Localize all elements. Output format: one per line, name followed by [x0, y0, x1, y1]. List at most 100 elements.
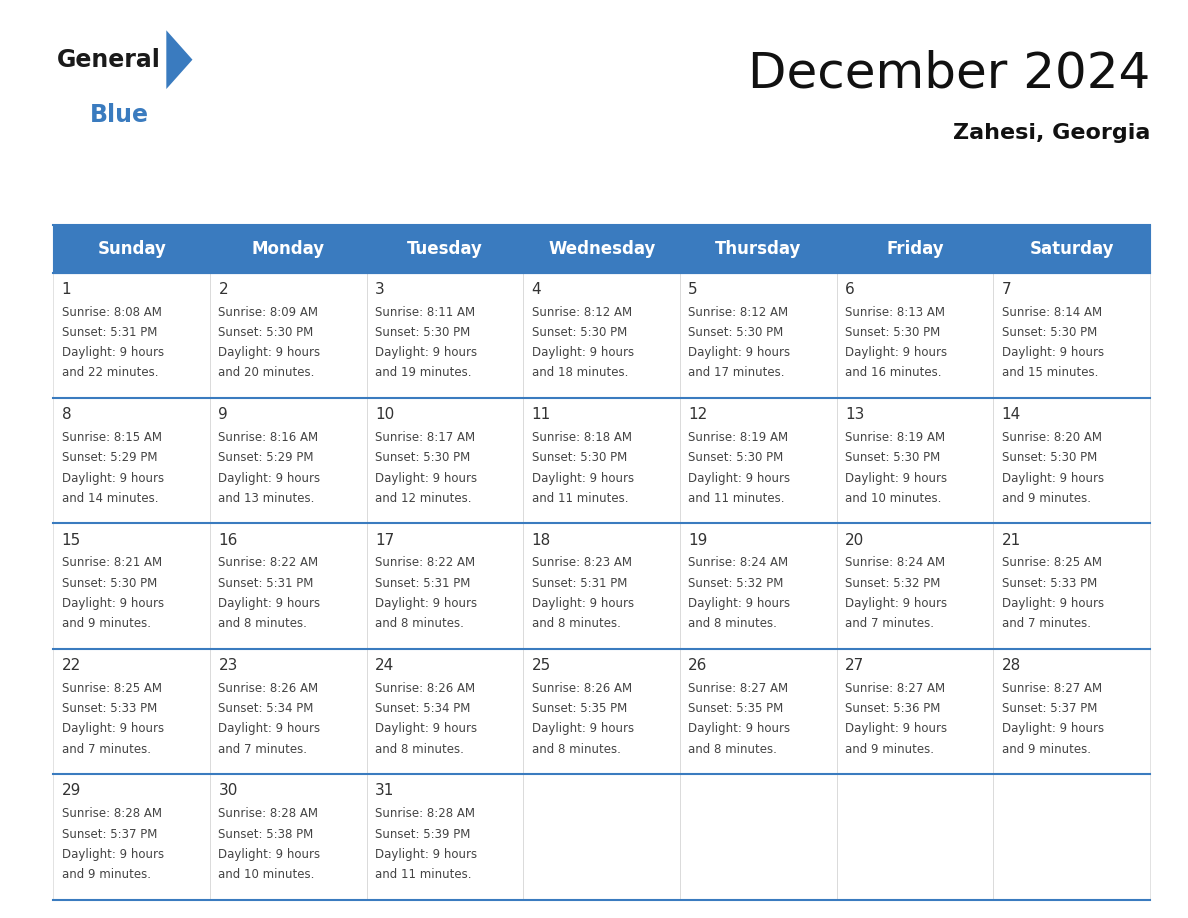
Text: and 8 minutes.: and 8 minutes. [532, 617, 620, 630]
Bar [680, 774, 836, 900]
Bar [993, 225, 1150, 273]
Text: Sunrise: 8:27 AM: Sunrise: 8:27 AM [688, 682, 789, 695]
Text: 23: 23 [219, 658, 238, 673]
Bar [367, 398, 524, 523]
Text: Sunset: 5:34 PM: Sunset: 5:34 PM [375, 702, 470, 715]
Text: Daylight: 9 hours: Daylight: 9 hours [219, 597, 321, 610]
Text: 16: 16 [219, 532, 238, 548]
Text: Sunrise: 8:27 AM: Sunrise: 8:27 AM [1001, 682, 1101, 695]
Text: Daylight: 9 hours: Daylight: 9 hours [1001, 346, 1104, 359]
Bar [680, 649, 836, 774]
Text: Daylight: 9 hours: Daylight: 9 hours [1001, 597, 1104, 610]
Text: 14: 14 [1001, 408, 1020, 422]
Text: and 10 minutes.: and 10 minutes. [219, 868, 315, 881]
Text: Sunset: 5:34 PM: Sunset: 5:34 PM [219, 702, 314, 715]
Bar [836, 523, 993, 649]
Bar [367, 649, 524, 774]
Text: 7: 7 [1001, 282, 1011, 297]
Text: and 9 minutes.: and 9 minutes. [845, 743, 934, 756]
Text: and 9 minutes.: and 9 minutes. [62, 868, 151, 881]
Text: Daylight: 9 hours: Daylight: 9 hours [688, 472, 790, 485]
Text: Daylight: 9 hours: Daylight: 9 hours [532, 597, 634, 610]
Bar [210, 774, 367, 900]
Text: and 8 minutes.: and 8 minutes. [688, 743, 777, 756]
Bar [993, 774, 1150, 900]
Text: Daylight: 9 hours: Daylight: 9 hours [688, 346, 790, 359]
Text: Sunset: 5:30 PM: Sunset: 5:30 PM [532, 452, 627, 465]
Text: and 15 minutes.: and 15 minutes. [1001, 366, 1098, 379]
Text: and 11 minutes.: and 11 minutes. [532, 492, 628, 505]
Bar [524, 398, 680, 523]
Text: Daylight: 9 hours: Daylight: 9 hours [219, 472, 321, 485]
Text: and 11 minutes.: and 11 minutes. [688, 492, 785, 505]
Text: Sunrise: 8:26 AM: Sunrise: 8:26 AM [532, 682, 632, 695]
Text: Sunrise: 8:17 AM: Sunrise: 8:17 AM [375, 431, 475, 444]
Bar [836, 273, 993, 398]
Text: and 7 minutes.: and 7 minutes. [219, 743, 308, 756]
Bar [680, 225, 836, 273]
Bar [680, 398, 836, 523]
Bar [993, 523, 1150, 649]
Text: Sunset: 5:31 PM: Sunset: 5:31 PM [532, 577, 627, 589]
Bar [524, 225, 680, 273]
Text: Sunset: 5:30 PM: Sunset: 5:30 PM [375, 452, 470, 465]
Text: and 8 minutes.: and 8 minutes. [375, 743, 465, 756]
Text: Wednesday: Wednesday [548, 240, 656, 258]
Text: Sunrise: 8:09 AM: Sunrise: 8:09 AM [219, 306, 318, 319]
Text: Sunday: Sunday [97, 240, 166, 258]
Bar [524, 273, 680, 398]
Text: Sunrise: 8:08 AM: Sunrise: 8:08 AM [62, 306, 162, 319]
Bar [210, 273, 367, 398]
Text: Daylight: 9 hours: Daylight: 9 hours [532, 346, 634, 359]
Bar [210, 398, 367, 523]
Text: Daylight: 9 hours: Daylight: 9 hours [375, 847, 478, 861]
Text: and 8 minutes.: and 8 minutes. [375, 617, 465, 630]
Text: Sunset: 5:30 PM: Sunset: 5:30 PM [688, 326, 784, 339]
Text: and 22 minutes.: and 22 minutes. [62, 366, 158, 379]
Text: and 8 minutes.: and 8 minutes. [532, 743, 620, 756]
Text: Sunrise: 8:13 AM: Sunrise: 8:13 AM [845, 306, 944, 319]
Text: Daylight: 9 hours: Daylight: 9 hours [62, 346, 164, 359]
Text: and 17 minutes.: and 17 minutes. [688, 366, 785, 379]
Text: Sunrise: 8:12 AM: Sunrise: 8:12 AM [688, 306, 789, 319]
Text: Saturday: Saturday [1030, 240, 1114, 258]
Text: 10: 10 [375, 408, 394, 422]
Text: Sunset: 5:32 PM: Sunset: 5:32 PM [845, 577, 941, 589]
Text: and 11 minutes.: and 11 minutes. [375, 868, 472, 881]
Text: Sunrise: 8:12 AM: Sunrise: 8:12 AM [532, 306, 632, 319]
Bar [836, 649, 993, 774]
Text: and 10 minutes.: and 10 minutes. [845, 492, 941, 505]
Text: and 14 minutes.: and 14 minutes. [62, 492, 158, 505]
Text: and 12 minutes.: and 12 minutes. [375, 492, 472, 505]
Text: 6: 6 [845, 282, 854, 297]
Text: Daylight: 9 hours: Daylight: 9 hours [845, 597, 947, 610]
Text: Sunset: 5:35 PM: Sunset: 5:35 PM [688, 702, 784, 715]
Text: Sunrise: 8:15 AM: Sunrise: 8:15 AM [62, 431, 162, 444]
Bar [367, 523, 524, 649]
Text: Sunset: 5:36 PM: Sunset: 5:36 PM [845, 702, 941, 715]
Text: Monday: Monday [252, 240, 326, 258]
Text: 15: 15 [62, 532, 81, 548]
Text: Sunrise: 8:21 AM: Sunrise: 8:21 AM [62, 556, 162, 569]
Text: Sunset: 5:30 PM: Sunset: 5:30 PM [1001, 452, 1097, 465]
Text: Sunset: 5:30 PM: Sunset: 5:30 PM [532, 326, 627, 339]
Bar [367, 225, 524, 273]
Text: Sunrise: 8:16 AM: Sunrise: 8:16 AM [219, 431, 318, 444]
Text: Daylight: 9 hours: Daylight: 9 hours [532, 722, 634, 735]
Text: Thursday: Thursday [715, 240, 802, 258]
Bar [53, 649, 210, 774]
Text: Sunset: 5:39 PM: Sunset: 5:39 PM [375, 827, 470, 841]
Text: 3: 3 [375, 282, 385, 297]
Bar [210, 649, 367, 774]
Text: Sunset: 5:30 PM: Sunset: 5:30 PM [845, 452, 940, 465]
Text: Daylight: 9 hours: Daylight: 9 hours [375, 597, 478, 610]
Text: Sunset: 5:31 PM: Sunset: 5:31 PM [62, 326, 157, 339]
Text: Sunset: 5:30 PM: Sunset: 5:30 PM [62, 577, 157, 589]
Text: 1: 1 [62, 282, 71, 297]
Text: 17: 17 [375, 532, 394, 548]
Text: 5: 5 [688, 282, 699, 297]
Text: Zahesi, Georgia: Zahesi, Georgia [953, 123, 1150, 143]
Text: and 13 minutes.: and 13 minutes. [219, 492, 315, 505]
Text: 19: 19 [688, 532, 708, 548]
Text: Daylight: 9 hours: Daylight: 9 hours [845, 346, 947, 359]
